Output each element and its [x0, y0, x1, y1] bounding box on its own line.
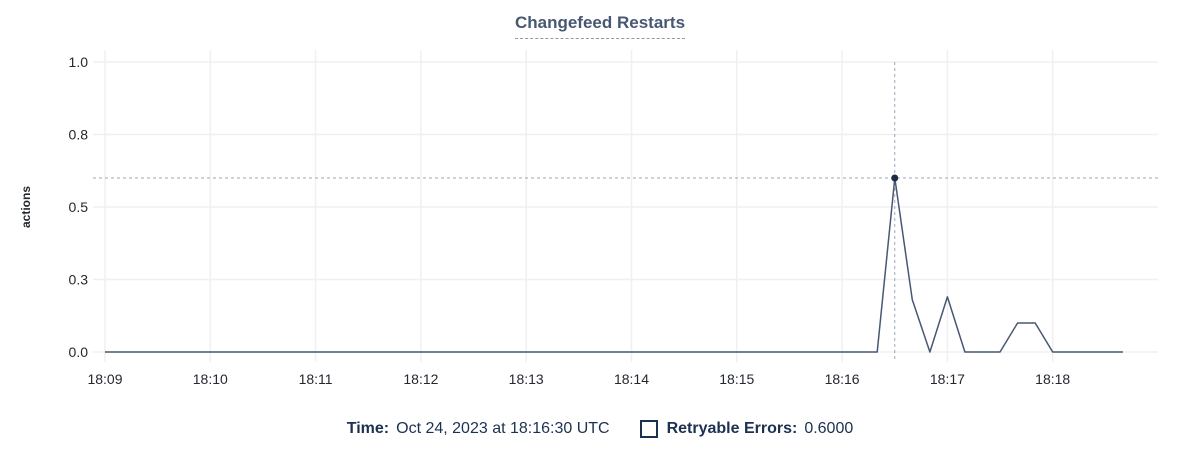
legend-time-label: Time: [346, 420, 390, 437]
series-line [105, 177, 1123, 353]
legend-time-group: Time: Oct 24, 2023 at 18:16:30 UTC [347, 420, 610, 438]
y-tick-label: 0.3 [69, 272, 89, 288]
legend-series-toggle[interactable]: Retryable Errors: 0.6000 [639, 420, 854, 438]
x-tick-label: 18:10 [193, 371, 228, 387]
legend-series-value: 0.6000 [804, 420, 854, 437]
y-tick-label: 0.8 [69, 127, 89, 143]
hover-point [891, 174, 899, 182]
chart-title-row: Changefeed Restarts [0, 13, 1200, 39]
checkbox-unchecked-icon[interactable] [639, 420, 658, 438]
x-tick-label: 18:18 [1035, 371, 1070, 387]
x-tick-label: 18:12 [403, 371, 438, 387]
x-tick-label: 18:16 [825, 371, 860, 387]
x-tick-label: 18:13 [509, 371, 544, 387]
x-tick-label: 18:11 [299, 371, 333, 387]
x-tick-label: 18:14 [614, 371, 649, 387]
x-tick-label: 18:17 [930, 371, 965, 387]
legend-time-value: Oct 24, 2023 at 18:16:30 UTC [396, 420, 610, 437]
legend-series-label: Retryable Errors: [666, 420, 798, 437]
chart-legend: Time: Oct 24, 2023 at 18:16:30 UTC Retry… [0, 420, 1200, 438]
line-chart[interactable]: 0.0 0.3 0.5 0.8 1.0 18:09 18:10 18:11 18:12 18:13… [0, 0, 1200, 410]
y-tick-label: 1.0 [69, 54, 89, 70]
y-tick-label: 0.0 [69, 344, 89, 360]
x-tick-label: 18:15 [719, 371, 754, 387]
chart-title[interactable]: Changefeed Restarts [514, 13, 686, 39]
x-tick-label: 18:09 [87, 371, 122, 387]
y-tick-label: 0.5 [69, 199, 89, 215]
y-axis-label: actions [19, 186, 33, 228]
